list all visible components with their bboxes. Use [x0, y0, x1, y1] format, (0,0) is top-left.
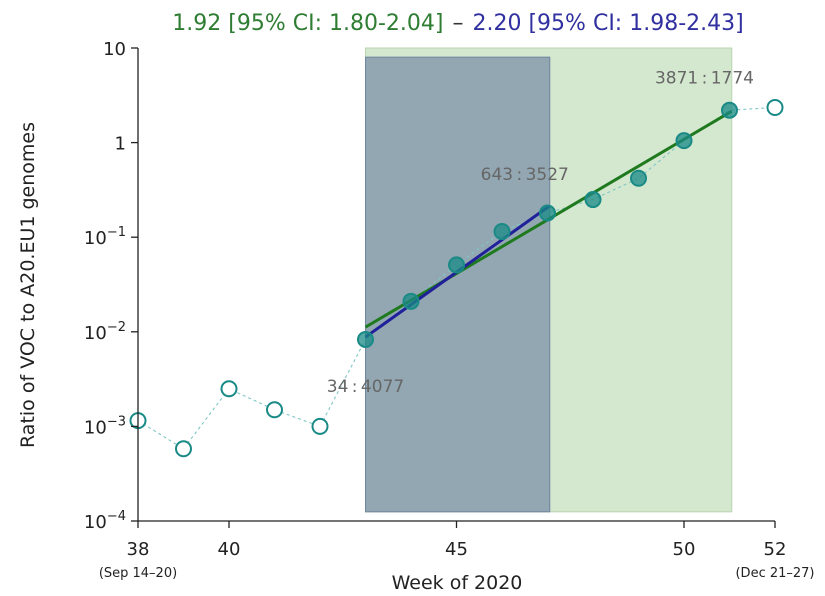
x-tick-label-4: 52: [764, 539, 787, 560]
x-tick-label-2: 45: [445, 539, 468, 560]
y-ticks: 10−4 10−3 10−2 10−1 1 10: [84, 39, 138, 533]
filled-point-8: [721, 101, 738, 119]
filled-point-5: [584, 191, 602, 209]
x-tick-sublabel-4: (Dec 21–27): [735, 566, 814, 581]
filled-point-3: [493, 222, 511, 240]
y-tick-label-4: 1: [115, 134, 126, 155]
y-tick-label-1: 10−3: [84, 414, 126, 438]
y-tick-label-5: 10: [103, 39, 126, 60]
open-point-3: [266, 401, 283, 419]
connector-line: [137, 106, 776, 450]
x-tick-sublabel-0: (Sep 14–20): [99, 566, 177, 581]
open-point-4: [311, 417, 329, 435]
data-points: [129, 98, 784, 458]
open-point-1: [175, 440, 192, 458]
chart-title: 1.92 [95% CI: 1.80-2.04] –2.20 [95% CI: 1…: [172, 11, 743, 36]
x-ticks: 38 (Sep 14–20) 40 45 50 52 (Dec 21–27): [99, 521, 815, 581]
annotation-1: 643 : 3527: [481, 165, 569, 185]
y-tick-label-0: 10−4: [84, 509, 126, 533]
open-point-5: [766, 98, 784, 116]
x-tick-label-1: 40: [218, 539, 241, 560]
annotations: 34 : 4077 643 : 3527 3871 : 1774: [327, 69, 754, 398]
title-green-part: 1.92 [95% CI: 1.80-2.04]: [172, 11, 443, 36]
y-tick-label-2: 10−2: [84, 320, 126, 344]
filled-point-0: [357, 330, 374, 348]
y-tick-label-3: 10−1: [84, 225, 126, 249]
annotation-0: 34 : 4077: [327, 377, 404, 397]
filled-point-6: [630, 169, 647, 187]
shaded-regions: [365, 47, 733, 513]
x-tick-label-3: 50: [673, 539, 696, 560]
y-axis-label: Ratio of VOC to A20.EU1 genomes: [17, 122, 39, 448]
x-tick-label-0: 38: [127, 539, 150, 560]
connector-layer: [137, 106, 776, 450]
filled-point-4: [539, 204, 556, 222]
title-separator: –: [453, 11, 464, 36]
filled-point-1: [402, 292, 420, 310]
x-axis-label: Week of 2020: [392, 572, 523, 594]
annotation-2: 3871 : 1774: [655, 69, 754, 89]
title-blue-part: 2.20 [95% CI: 1.98-2.43]: [473, 11, 744, 36]
shaded-region-1: [365, 56, 551, 513]
open-point-2: [220, 380, 238, 398]
filled-point-7: [675, 132, 693, 150]
filled-point-2: [448, 256, 465, 274]
